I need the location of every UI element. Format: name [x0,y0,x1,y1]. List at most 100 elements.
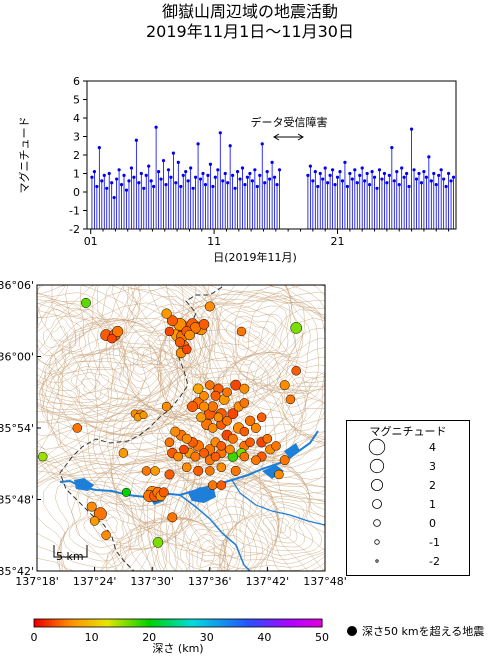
epicenter [250,423,261,433]
magnitude-point [201,171,205,176]
legend-graphic: マグニチュード 4 3 2 1 0 -1 -2 [368,424,447,568]
contour-line [80,378,101,393]
magnitude-point [250,179,254,183]
magnitude-point [446,171,451,176]
colorbar-segment [166,619,170,627]
colorbar-segment [61,619,65,627]
colorbar-segment [121,619,125,627]
contour-line [252,347,325,431]
magnitude-point [226,181,230,185]
epicenter [196,412,207,423]
epicenter [199,401,210,412]
magnitude-point [107,171,111,176]
gap-annotation: データ受信障害 [251,115,328,129]
colorbar-segment [271,619,275,627]
magnitude-point [144,173,148,177]
epicenter [230,465,241,476]
magnitude-point [275,183,279,187]
magnitude-point [184,170,188,174]
epicenter [101,530,111,540]
legend-label: 0 [429,517,436,530]
epicenter [86,501,97,512]
magnitude-point [348,171,352,176]
epicenter [193,465,204,476]
magnitude-point [216,168,220,172]
colorbar-label: 深さ (km) [152,642,203,655]
colorbar-segment [67,619,71,627]
contour-line [218,464,325,571]
epicenter [274,469,284,480]
legend-label: 1 [429,498,436,511]
colorbar-segment [265,619,269,627]
contour-line [270,518,290,534]
magnitude-point [382,171,387,176]
colorbar-segment [217,619,221,627]
contour-line [100,465,308,571]
x-tick-label: 01 [84,235,98,248]
colorbar-segment [301,619,305,627]
magnitude-point [208,162,213,166]
colorbar-segment [283,619,287,627]
magnitude-point [191,186,195,190]
epicenter [290,322,303,334]
colorbar-segment [319,619,323,627]
magnitude-point [316,184,320,189]
magnitude-point [132,175,136,179]
epicenter [239,451,250,462]
contour-line [146,396,325,571]
magnitude-point [218,131,222,135]
epicenter [164,437,175,448]
epicenter [227,433,238,444]
depth-colorbar: 0 10 20 30 40 50 [31,618,329,644]
contour-line [160,417,325,571]
magnitude-point [95,184,99,189]
epicenter [251,455,261,465]
magnitude-point [119,183,124,187]
magnitude-point [156,170,161,174]
colorbar-segment [220,619,224,627]
magnitude-point [152,184,156,189]
colorbar-segment [46,619,50,627]
magnitude-point [245,175,250,179]
contour-line [37,298,186,476]
magnitude-point [263,181,267,185]
magnitude-point [243,183,247,187]
colorbar-segment [157,619,161,627]
epicenter [190,451,201,462]
magnitude-point [164,183,168,187]
legend-title: マグニチュード [370,424,447,438]
contour-line [137,498,273,571]
magnitude-point [115,177,119,181]
colorbar-segment [76,619,80,627]
contour-line [54,285,233,422]
magnitude-point [198,177,203,181]
colorbar-segment [70,619,74,627]
colorbar-segment [91,619,95,627]
y-tick-label: 3 [73,131,80,144]
magnitude-point [277,168,282,172]
contour-line [43,472,191,571]
legend-symbol [373,519,381,527]
epicenter [170,426,181,437]
epicenter [161,401,172,412]
legend-symbol [369,458,385,474]
y-tick-label: 4 [73,112,80,125]
epicenter [256,412,267,423]
epicenter [121,487,131,497]
colorbar-segment [223,619,227,627]
magnitude-point [390,146,394,150]
y-tick-label: -1 [69,205,80,218]
colorbar-tick-label: 30 [200,631,214,644]
magnitude-point [265,170,269,174]
epicenter [291,366,301,376]
contour-line [113,458,325,571]
scale-bar-label: 5 km [56,550,84,563]
contour-line [42,317,77,349]
colorbar-segment [244,619,248,627]
magnitude-point [97,146,101,150]
magnitude-point [272,175,277,179]
colorbar-tick-label: 50 [315,631,329,644]
contour-line [106,470,293,571]
legend-symbol [372,499,382,509]
magnitude-point [442,177,446,181]
